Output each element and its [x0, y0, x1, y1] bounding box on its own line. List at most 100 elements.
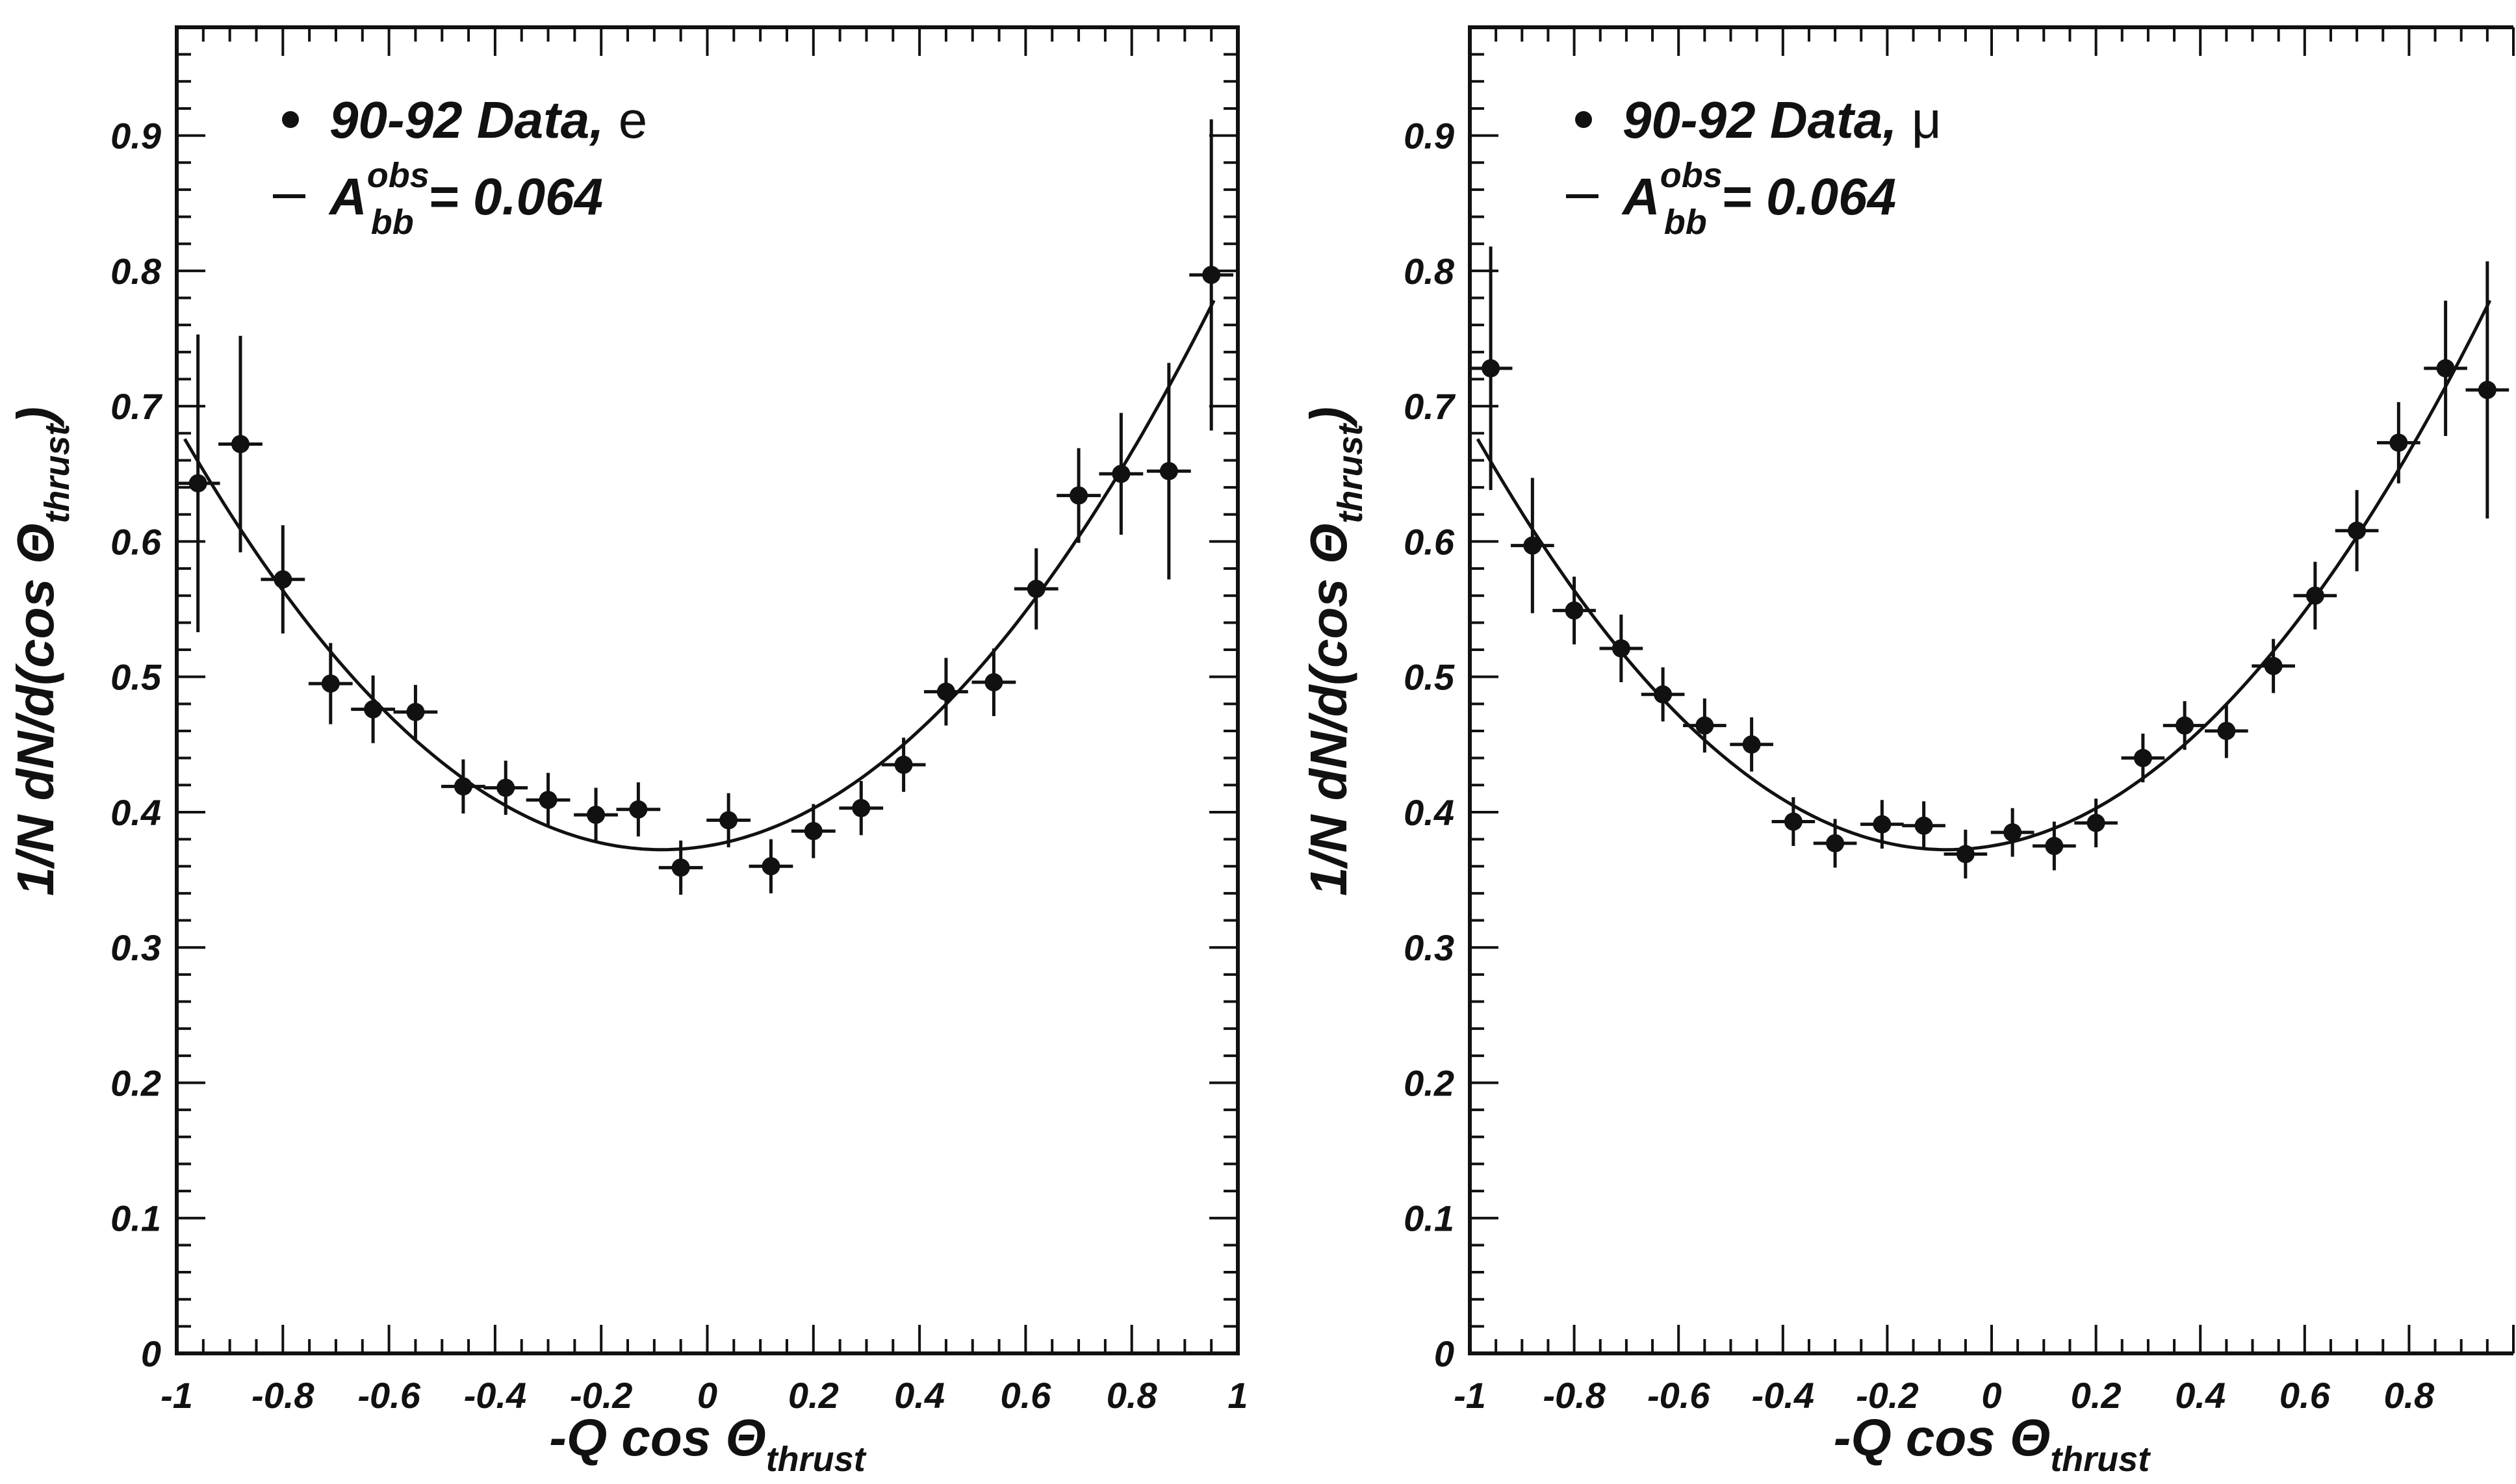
data-point [2335, 490, 2379, 572]
data-point [749, 839, 793, 893]
legend-data-label: 90-92 Data, μ [1623, 91, 1942, 149]
legend-fit-value: = 0.064 [414, 168, 603, 225]
x-tick-label: 1 [1227, 1375, 1248, 1416]
y-axis: 0 0.1 0.2 0.3 0.4 0.5 0.6 0.7 0.8 0.9 [1404, 26, 1498, 1374]
x-tick-label: 0 [1981, 1375, 2001, 1416]
legend-fit-subscript: bb [371, 203, 414, 242]
data-marker [1565, 601, 1584, 620]
y-tick-label: 0 [1434, 1333, 1454, 1374]
y-tick-label: 0.7 [110, 386, 163, 427]
x-tick-label: -0.4 [1752, 1375, 1815, 1416]
data-point [1902, 801, 1945, 851]
data-marker [2045, 837, 2064, 856]
data-marker [1654, 685, 1673, 704]
data-point [2465, 261, 2510, 519]
data-marker [2176, 716, 2194, 735]
data-point [1730, 717, 1773, 772]
fit-curve [183, 300, 1216, 852]
legend-data-flavor: μ [1912, 91, 1942, 149]
x-tick-label: 0.6 [2279, 1375, 2331, 1416]
fit-curve [1476, 300, 2492, 852]
data-point [574, 787, 618, 842]
legend-fit-superscript: obs [367, 156, 430, 195]
data-point [971, 648, 1016, 717]
data-marker [2217, 721, 2236, 740]
y-tick-label: 0.5 [110, 657, 162, 698]
legend-fit-label: Aobs bb = 0.064 [328, 156, 603, 242]
y-axis-title-subscript: thrust [38, 423, 77, 524]
data-marker [274, 570, 292, 589]
x-axis-title-subscript: thrust [766, 1440, 867, 1479]
data-marker [629, 800, 648, 819]
y-tick-label: 0.2 [110, 1062, 161, 1103]
data-point [2205, 704, 2248, 758]
y-tick-label: 0.6 [110, 521, 162, 562]
data-point [261, 525, 305, 634]
data-marker [2348, 521, 2367, 540]
data-marker [1873, 815, 1892, 834]
data-marker [1202, 266, 1221, 285]
plot-frame [1468, 25, 2513, 1355]
x-tick-label: -0.8 [251, 1375, 314, 1416]
legend-data-prefix: 90-92 Data, [1623, 91, 1912, 149]
data-marker [2389, 433, 2408, 452]
y-axis-title: 1/N dN/d(cos Θthrust) [6, 407, 77, 896]
data-point [2163, 701, 2207, 750]
data-marker [2305, 586, 2324, 605]
data-marker [762, 857, 780, 876]
data-marker [1826, 834, 1845, 852]
right-panel-muon: 0 0.1 0.2 0.3 0.4 0.5 0.6 0.7 0.8 0.9 -1 -0.8 -0.6 -0… [1300, 25, 2515, 1479]
y-tick-label: 0.6 [1404, 521, 1455, 562]
y-tick-label: 0.7 [1404, 386, 1456, 427]
data-marker [231, 435, 250, 454]
x-tick-label: 0.2 [2071, 1375, 2122, 1416]
data-marker [454, 777, 472, 796]
data-point [1813, 819, 1857, 868]
data-point [1599, 614, 1643, 683]
x-tick-label: 0.6 [1000, 1375, 1051, 1416]
y-axis-title-main: 1/N dN/d(cos Θ [6, 524, 64, 896]
data-point [526, 773, 571, 827]
data-marker [1159, 462, 1178, 481]
y-tick-label: 0.4 [110, 792, 161, 833]
left-panel-electron: 0 0.1 0.2 0.3 0.4 0.5 0.6 0.7 0.8 0.9 -1 -0.8 -0.6 -0… [6, 25, 1248, 1479]
data-marker [1482, 359, 1500, 377]
y-tick-label: 0.9 [110, 116, 161, 157]
data-marker [496, 778, 515, 797]
data-marker [539, 791, 558, 810]
data-marker [1784, 812, 1803, 831]
data-point [791, 804, 836, 858]
data-point [1189, 119, 1234, 431]
data-point [1683, 698, 1727, 753]
data-point [2293, 561, 2337, 630]
y-axis: 0 0.1 0.2 0.3 0.4 0.5 0.6 0.7 0.8 0.9 [110, 26, 1238, 1374]
data-marker [2086, 813, 2105, 832]
data-point [351, 675, 395, 743]
x-axis-title: -Q cos Θthrust [549, 1409, 866, 1479]
y-tick-label: 0.1 [110, 1198, 161, 1239]
data-point [1469, 246, 1513, 491]
data-point [2033, 821, 2076, 871]
data-marker [1027, 580, 1046, 598]
data-marker [2264, 657, 2283, 676]
y-tick-label: 0 [141, 1333, 161, 1374]
x-tick-label: -0.2 [1856, 1375, 1919, 1416]
data-point [881, 737, 926, 792]
data-point [175, 334, 220, 632]
x-tick-label: -1 [1454, 1375, 1486, 1416]
data-marker [894, 756, 913, 774]
y-tick-label: 0.1 [1404, 1198, 1454, 1239]
data-point [1057, 448, 1101, 543]
x-tick-label: -0.6 [1647, 1375, 1710, 1416]
data-marker [2133, 748, 2152, 767]
data-point [2252, 639, 2295, 693]
data-point [1771, 797, 1816, 847]
data-point [1641, 667, 1685, 722]
data-point [658, 840, 703, 895]
legend-fit-superscript: obs [1660, 156, 1723, 195]
data-marker [321, 674, 340, 693]
data-marker [587, 806, 606, 825]
data-point [2074, 799, 2118, 848]
legend-data-flavor: e [619, 91, 648, 149]
data-point [706, 793, 751, 848]
